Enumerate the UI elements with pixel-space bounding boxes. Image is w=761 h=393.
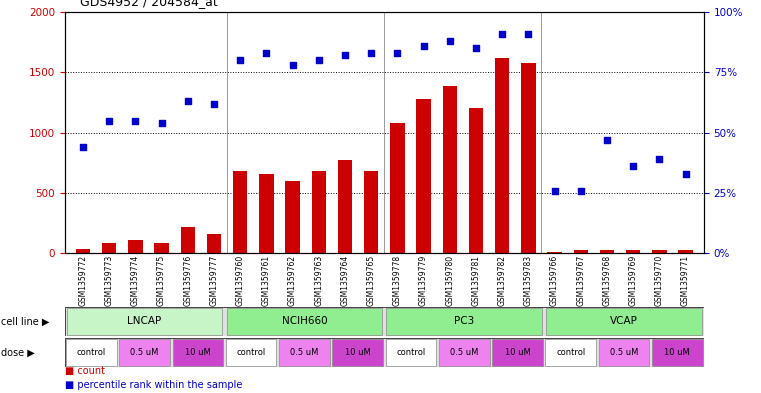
Bar xyxy=(285,181,300,253)
Text: 10 uM: 10 uM xyxy=(345,348,371,356)
Bar xyxy=(390,123,405,253)
Bar xyxy=(260,174,274,253)
Point xyxy=(549,187,561,194)
Point xyxy=(313,57,325,63)
Bar xyxy=(574,250,588,253)
Text: 0.5 uM: 0.5 uM xyxy=(450,348,479,356)
Bar xyxy=(626,250,641,253)
Bar xyxy=(443,86,457,253)
Text: control: control xyxy=(77,348,106,356)
Text: control: control xyxy=(556,348,585,356)
Text: VCAP: VCAP xyxy=(610,316,638,326)
Bar xyxy=(364,171,378,253)
Bar xyxy=(76,249,91,253)
Point xyxy=(77,144,89,150)
Point xyxy=(470,45,482,51)
Point xyxy=(234,57,247,63)
Text: NCIH660: NCIH660 xyxy=(282,316,327,326)
Bar xyxy=(119,340,170,366)
Point xyxy=(182,98,194,105)
Point xyxy=(418,42,430,49)
Text: LNCAP: LNCAP xyxy=(127,316,162,326)
Point xyxy=(155,120,167,126)
Bar xyxy=(386,340,436,366)
Text: 0.5 uM: 0.5 uM xyxy=(130,348,159,356)
Bar xyxy=(226,340,276,366)
Bar xyxy=(154,242,169,253)
Bar xyxy=(279,340,330,366)
Bar xyxy=(495,58,509,253)
Text: control: control xyxy=(237,348,266,356)
Text: ■ percentile rank within the sample: ■ percentile rank within the sample xyxy=(65,380,242,390)
Bar xyxy=(546,340,596,366)
Point xyxy=(365,50,377,56)
Bar xyxy=(66,340,116,366)
Point xyxy=(680,171,692,177)
Point xyxy=(129,118,142,124)
Point xyxy=(653,156,665,162)
Bar xyxy=(439,340,489,366)
Text: 10 uM: 10 uM xyxy=(505,348,530,356)
Bar xyxy=(338,160,352,253)
Point xyxy=(522,30,534,37)
Bar xyxy=(547,252,562,253)
Bar xyxy=(128,240,142,253)
Bar xyxy=(600,250,614,253)
Point xyxy=(601,137,613,143)
Bar xyxy=(233,171,247,253)
Bar xyxy=(102,242,116,253)
Text: 0.5 uM: 0.5 uM xyxy=(290,348,319,356)
Point xyxy=(260,50,272,56)
Bar xyxy=(521,62,536,253)
Point xyxy=(339,52,351,59)
Bar xyxy=(599,340,649,366)
Bar xyxy=(333,340,383,366)
Point xyxy=(391,50,403,56)
Text: 10 uM: 10 uM xyxy=(185,348,211,356)
Point xyxy=(444,38,456,44)
Bar xyxy=(227,308,382,334)
Point xyxy=(575,187,587,194)
Point xyxy=(496,30,508,37)
Point xyxy=(208,101,220,107)
Point xyxy=(287,62,299,68)
Text: 0.5 uM: 0.5 uM xyxy=(610,348,638,356)
Bar xyxy=(546,308,702,334)
Bar xyxy=(416,99,431,253)
Text: PC3: PC3 xyxy=(454,316,474,326)
Bar xyxy=(492,340,543,366)
Point xyxy=(627,163,639,170)
Text: ■ count: ■ count xyxy=(65,366,105,376)
Text: GDS4952 / 204584_at: GDS4952 / 204584_at xyxy=(80,0,218,8)
Bar xyxy=(173,340,223,366)
Bar xyxy=(207,234,221,253)
Text: 10 uM: 10 uM xyxy=(664,348,690,356)
Bar xyxy=(469,108,483,253)
Text: cell line ▶: cell line ▶ xyxy=(1,316,49,326)
Bar xyxy=(180,227,195,253)
Bar xyxy=(678,250,693,253)
Bar xyxy=(311,171,326,253)
Point xyxy=(103,118,116,124)
Text: control: control xyxy=(396,348,425,356)
Bar xyxy=(67,308,222,334)
Text: dose ▶: dose ▶ xyxy=(1,348,34,358)
Bar xyxy=(387,308,542,334)
Bar xyxy=(652,340,702,366)
Bar xyxy=(652,250,667,253)
